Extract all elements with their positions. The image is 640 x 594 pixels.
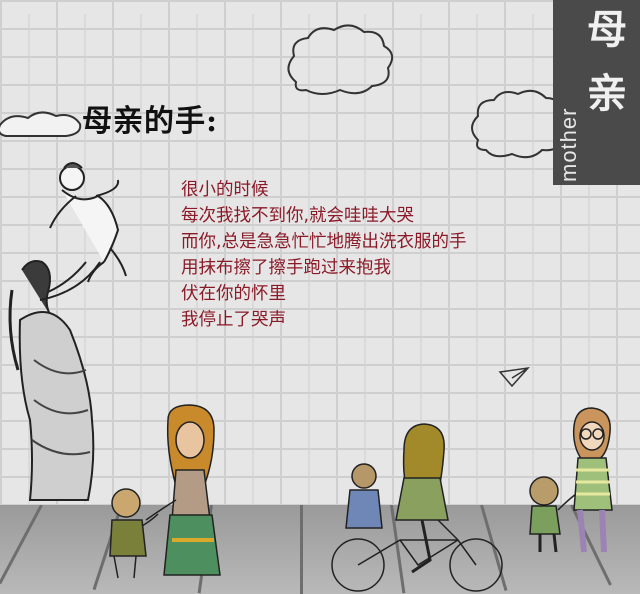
- poem-line: 很小的时候: [181, 180, 269, 200]
- page-title: 母亲的手:: [82, 104, 219, 139]
- cloud-left-icon: [0, 111, 82, 137]
- sign-word-mother: mother: [556, 107, 581, 182]
- poem-line: 每次我找不到你,就会哇哇大哭: [181, 206, 415, 226]
- poem-line: 伏在你的怀里: [181, 284, 286, 304]
- paper-plane-icon: [498, 366, 530, 388]
- poem-line: 用抹布擦了擦手跑过来抱我: [181, 258, 391, 278]
- poem-line: 我停止了哭声: [181, 310, 286, 330]
- cloud-top-icon: [287, 24, 394, 95]
- corner-sign: 母 亲: [553, 0, 640, 185]
- mother-and-baby-sketch: [8, 162, 127, 501]
- small-child-left: [109, 488, 159, 579]
- brick-wall-background: [0, 0, 640, 510]
- woman-green-skirt: [145, 404, 221, 576]
- bicycle-riders: [331, 423, 503, 592]
- sign-char-bottom: 亲: [587, 70, 627, 117]
- girl-with-glasses: [572, 407, 613, 553]
- small-child-right: [529, 476, 577, 553]
- poem-text: 很小的时候 每次我找不到你,就会哇哇大哭 而你,总是急急忙忙地腾出洗衣服的手 用…: [181, 177, 467, 333]
- sign-char-top: 母: [587, 6, 627, 53]
- poem-line: 而你,总是急急忙忙地腾出洗衣服的手: [181, 232, 467, 252]
- title-block: 母亲的手:: [82, 96, 218, 140]
